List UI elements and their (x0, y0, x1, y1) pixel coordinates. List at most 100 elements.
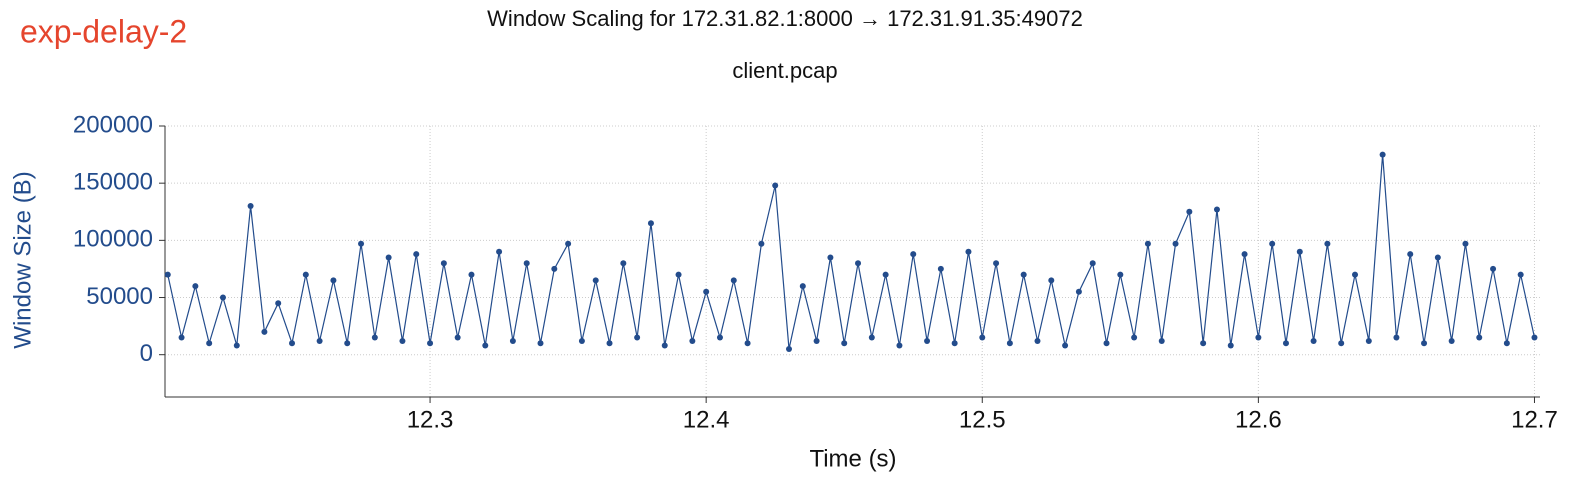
data-point (661, 342, 668, 349)
data-point (1117, 271, 1124, 278)
data-point (1020, 271, 1027, 278)
data-point (1296, 248, 1303, 255)
data-point (289, 340, 296, 347)
data-point (427, 340, 434, 347)
data-point (371, 334, 378, 341)
data-point (1282, 340, 1289, 347)
data-point (1338, 340, 1345, 347)
data-point (744, 340, 751, 347)
data-point (1075, 288, 1082, 295)
data-point (565, 240, 572, 247)
y-tick-label: 150000 (73, 169, 153, 196)
data-point (482, 342, 489, 349)
data-point (1048, 277, 1055, 284)
data-point (1227, 342, 1234, 349)
data-point (1379, 151, 1386, 158)
data-point (606, 340, 613, 347)
data-point (1089, 260, 1096, 267)
data-point (385, 254, 392, 261)
data-point (233, 342, 240, 349)
data-point (1006, 340, 1013, 347)
series-line (167, 154, 1536, 350)
data-point (1476, 334, 1483, 341)
data-point (551, 265, 558, 272)
data-point (1352, 271, 1359, 278)
data-point (993, 260, 1000, 267)
data-point (1503, 340, 1510, 347)
data-point (1241, 251, 1248, 258)
data-point (1490, 265, 1497, 272)
data-point (1434, 254, 1441, 261)
data-point (1103, 340, 1110, 347)
data-point (620, 260, 627, 267)
data-point (813, 337, 820, 344)
data-point (1310, 337, 1317, 344)
data-point (1213, 206, 1220, 213)
data-point (344, 340, 351, 347)
x-tick-label: 12.4 (683, 406, 730, 433)
data-point (1462, 240, 1469, 247)
data-point (937, 265, 944, 272)
data-point (841, 340, 848, 347)
data-point (868, 334, 875, 341)
data-point (1324, 240, 1331, 247)
data-point (785, 345, 792, 352)
data-point (1393, 334, 1400, 341)
data-point (261, 328, 268, 335)
y-tick-label: 100000 (73, 226, 153, 253)
data-point (799, 283, 806, 290)
y-tick-label: 200000 (73, 111, 153, 138)
data-point (1531, 334, 1538, 341)
data-point (358, 240, 365, 247)
data-point (730, 277, 737, 284)
data-point (951, 340, 958, 347)
corner-label: exp-delay-2 (20, 13, 187, 49)
data-point (509, 337, 516, 344)
data-point (399, 337, 406, 344)
data-point (1365, 337, 1372, 344)
data-point (896, 342, 903, 349)
chart-title: Window Scaling for 172.31.82.1:8000 → 17… (487, 6, 1083, 31)
data-point (716, 334, 723, 341)
data-point (1158, 337, 1165, 344)
data-point (1144, 240, 1151, 247)
data-point (675, 271, 682, 278)
data-point (1448, 337, 1455, 344)
data-point (302, 271, 309, 278)
data-point (468, 271, 475, 278)
y-tick-label: 50000 (86, 283, 153, 310)
data-point (758, 240, 765, 247)
data-point (647, 220, 654, 227)
data-point (1131, 334, 1138, 341)
data-point (1255, 334, 1262, 341)
data-point (634, 334, 641, 341)
chart-subtitle: client.pcap (732, 58, 837, 83)
x-axis-label: Time (s) (809, 445, 896, 472)
data-point (413, 251, 420, 258)
data-point (440, 260, 447, 267)
data-point (855, 260, 862, 267)
data-point (192, 283, 199, 290)
x-tick-label: 12.6 (1235, 406, 1282, 433)
data-point (1517, 271, 1524, 278)
y-tick-label: 0 (140, 340, 153, 367)
y-axis-label: Window Size (B) (9, 171, 36, 348)
data-point (330, 277, 337, 284)
data-point (910, 251, 917, 258)
data-point (1034, 337, 1041, 344)
data-point (206, 340, 213, 347)
data-point (1200, 340, 1207, 347)
data-point (537, 340, 544, 347)
data-point (703, 288, 710, 295)
data-point (219, 294, 226, 301)
data-point (772, 182, 779, 189)
data-point (275, 300, 282, 307)
data-point (164, 271, 171, 278)
data-point (578, 337, 585, 344)
data-point (827, 254, 834, 261)
data-point (689, 337, 696, 344)
data-point (178, 334, 185, 341)
data-point (592, 277, 599, 284)
